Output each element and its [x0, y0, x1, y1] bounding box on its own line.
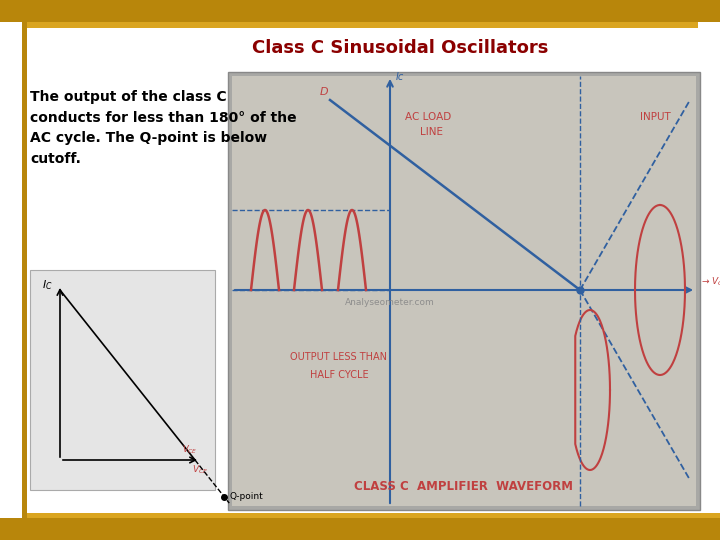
Bar [22, 22, 27, 518]
Text: INPUT: INPUT [640, 112, 671, 122]
Bar [228, 72, 700, 510]
Text: D: D [320, 87, 328, 97]
Text: OUTPUT LESS THAN: OUTPUT LESS THAN [290, 352, 387, 362]
Bar [22, 513, 720, 518]
Text: Q-point: Q-point [229, 492, 263, 501]
Text: CLASS C  AMPLIFIER  WAVEFORM: CLASS C AMPLIFIER WAVEFORM [354, 480, 574, 493]
Text: $\rightarrow V_{CE}$: $\rightarrow V_{CE}$ [700, 276, 720, 288]
Bar [232, 76, 696, 506]
Text: Class C Sinusoidal Oscillators: Class C Sinusoidal Oscillators [252, 39, 548, 57]
Bar [0, 0, 720, 22]
Text: The output of the class C
conducts for less than 180° of the
AC cycle. The Q-poi: The output of the class C conducts for l… [30, 90, 297, 166]
Text: $V_{CE}$: $V_{CE}$ [182, 443, 198, 456]
Bar [22, 22, 698, 28]
Bar [30, 270, 215, 490]
Bar [0, 518, 720, 540]
Text: Ic: Ic [396, 72, 404, 82]
Text: LINE: LINE [420, 127, 443, 137]
Text: Analyseometer.com: Analyseometer.com [345, 298, 435, 307]
Text: HALF CYCLE: HALF CYCLE [310, 370, 369, 380]
Text: $I_C$: $I_C$ [42, 278, 53, 292]
Text: $V_{CE}$: $V_{CE}$ [192, 463, 208, 476]
Text: AC LOAD: AC LOAD [405, 112, 451, 122]
